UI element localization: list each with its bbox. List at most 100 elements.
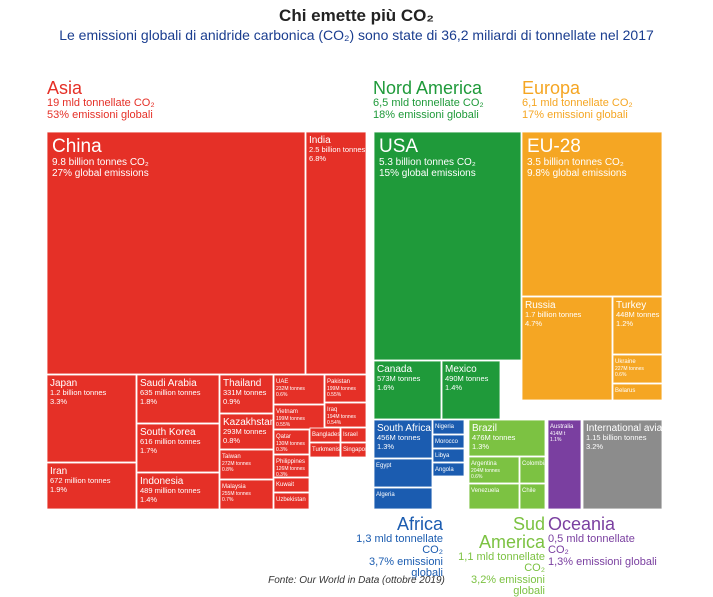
- region-name: Asia: [47, 78, 83, 98]
- tile-share: 6.8%: [309, 154, 326, 163]
- region-total: 6,5 mld tonnellate CO₂: [373, 97, 484, 109]
- tile-name: Indonesia: [140, 476, 184, 487]
- tile-labels: Bangladesh: [312, 432, 340, 438]
- tile-name: Qatar: [276, 434, 291, 440]
- tile-labels: Belarus: [615, 388, 635, 394]
- tile-name: Nigeria: [435, 424, 455, 430]
- tile-value: 616 million tonnes: [140, 437, 201, 446]
- region-share: 53% emissioni globali: [47, 109, 153, 121]
- tile-singapore: Singapore: [340, 442, 371, 458]
- tile-rect: [432, 448, 465, 463]
- tile-rect: [46, 131, 306, 375]
- tile-rect: [547, 419, 582, 510]
- tile-share: 0.8%: [222, 467, 234, 473]
- tile-value: 573M tonnes: [377, 374, 421, 383]
- tile-value: 9.8 billion tonnes CO₂: [52, 157, 149, 168]
- tile-name: Mexico: [445, 364, 477, 375]
- tile-name: Kazakhstan: [223, 417, 275, 428]
- tile-labels: Angola: [435, 467, 454, 473]
- region-total: 1,1 mld tonnellate CO₂: [458, 551, 545, 574]
- tile-share: 1.3%: [472, 442, 489, 451]
- region-label-asia: Asia 19 mld tonnellate CO₂ 53% emissioni…: [47, 79, 155, 121]
- tile-belarus: Belarus: [612, 383, 663, 401]
- tile-value: 232M tonnes: [276, 386, 305, 392]
- tile-share: 0.8%: [223, 436, 240, 445]
- tile-name: Chile: [522, 488, 536, 494]
- tile-rect: [309, 442, 341, 458]
- tile-rect: [136, 423, 220, 473]
- tile-share: 0.3%: [276, 472, 288, 478]
- tile-name: Canada: [377, 364, 412, 375]
- tile-name: Malaysia: [222, 484, 246, 490]
- tile-share: 0.7%: [222, 497, 234, 503]
- region-total: 0,5 mld tonnellate CO₂: [548, 533, 635, 556]
- tile-rect: [273, 454, 310, 478]
- tile-rect: [273, 404, 325, 430]
- tile-labels: Uzbekistan: [276, 497, 306, 503]
- tile-name: UAE: [276, 379, 288, 385]
- tile-value: 490M tonnes: [445, 374, 489, 383]
- tile-rect: [373, 131, 522, 361]
- page-subtitle: Le emissioni globali di anidride carboni…: [59, 27, 654, 43]
- tile-value: 331M tonnes: [223, 388, 267, 397]
- region-share: 3,2% emissioni globali: [471, 574, 545, 597]
- tile-name: Ukraine: [615, 359, 636, 365]
- tile-algeria: Algeria: [373, 487, 433, 510]
- tile-rect: [324, 374, 367, 403]
- tile-name: Russia: [525, 300, 556, 311]
- tile-colombia: Colombia: [519, 456, 546, 484]
- tile-value: 456M tonnes: [377, 433, 421, 442]
- tile-rect: [273, 374, 325, 405]
- tile-rect: [219, 374, 274, 414]
- tile-share: 1.7%: [140, 446, 157, 455]
- tile-share: 1.4%: [140, 495, 157, 504]
- tile-rect: [519, 483, 546, 510]
- tile-name: Uzbekistan: [276, 497, 306, 503]
- region-name: Africa: [396, 514, 443, 534]
- tile-egypt: Egypt: [373, 458, 433, 488]
- tile-rect: [373, 458, 433, 488]
- tile-share: 1.8%: [140, 397, 157, 406]
- region-share: 17% emissioni globali: [522, 109, 628, 121]
- tile-name: Australia: [550, 424, 574, 430]
- tile-rect: [309, 427, 341, 443]
- tile-name: Singapore: [343, 447, 371, 453]
- tile-name: India: [309, 135, 331, 146]
- tile-rect: [136, 374, 220, 424]
- tile-nigeria: Nigeria: [432, 419, 465, 435]
- tile-share: 1.4%: [445, 383, 462, 392]
- tile-share: 0.9%: [223, 397, 240, 406]
- tile-name: Argentina: [471, 461, 497, 467]
- tile-value: 1.2 billion tonnes: [50, 388, 107, 397]
- tile-rect: [136, 472, 220, 510]
- tile-rect: [305, 131, 367, 375]
- source-note: Fonte: Our World in Data (ottobre 2019): [268, 575, 445, 586]
- tile-share: 1.1%: [550, 437, 562, 443]
- tile-rect: [340, 427, 367, 443]
